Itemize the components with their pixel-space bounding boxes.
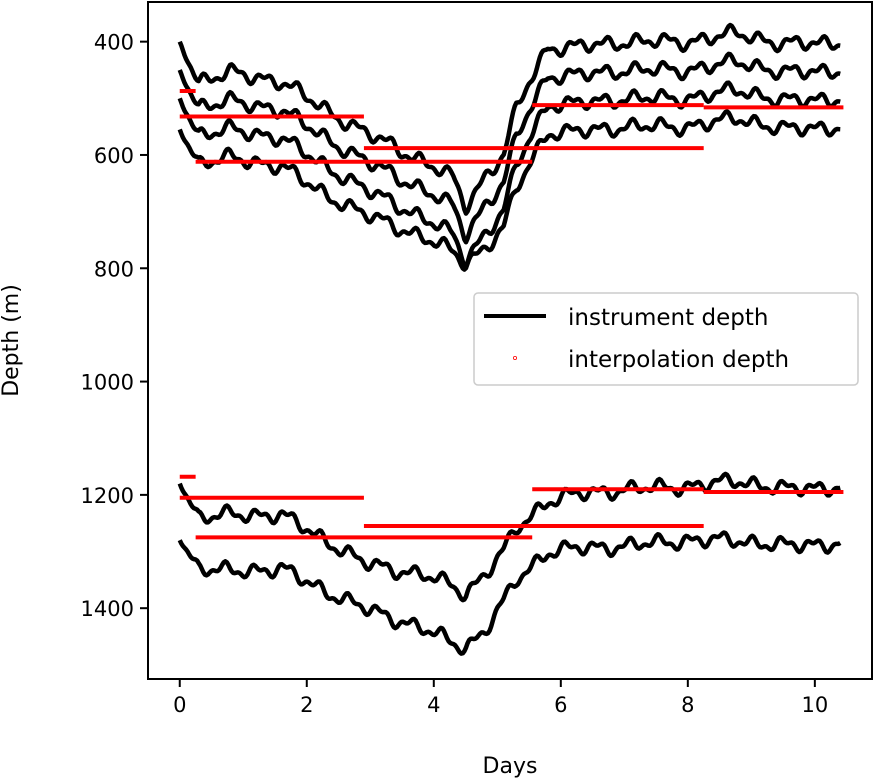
y-tick-label: 600 — [94, 144, 134, 168]
legend-box — [473, 292, 859, 386]
instrument-depth-line-4 — [177, 109, 841, 272]
x-tick-label: 8 — [681, 693, 694, 717]
plot-area — [177, 22, 844, 656]
x-tick-label: 4 — [427, 693, 440, 717]
instrument-depth-line-6 — [177, 530, 842, 656]
y-tick-label: 800 — [94, 257, 134, 281]
x-tick-label: 0 — [173, 693, 186, 717]
axes-frame — [147, 1, 873, 680]
y-axis-label: Depth (m) — [0, 284, 24, 397]
y-tick-label: 1400 — [81, 597, 134, 621]
legend-label-interpolation-depth: interpolation depth — [568, 347, 789, 373]
x-tick-label: 6 — [554, 693, 567, 717]
y-axis-ticks: 400 600 800 1000 1200 1400 — [81, 31, 148, 621]
legend-interpolation-marker-sample — [513, 355, 518, 360]
instrument-depth-line-2 — [177, 51, 841, 245]
x-tick-label: 10 — [801, 693, 828, 717]
y-tick-label: 1000 — [81, 371, 134, 395]
legend-label-instrument-depth: instrument depth — [568, 305, 768, 331]
x-axis-ticks: 0 2 4 6 8 10 — [173, 679, 828, 717]
instrument-depth-line-5 — [177, 471, 841, 603]
instrument-depth-line-3 — [177, 80, 841, 270]
instrument-depth-line-1 — [177, 22, 841, 216]
x-axis-label: Days — [483, 754, 538, 779]
x-tick-label: 2 — [300, 693, 313, 717]
legend: instrument depth interpolation depth — [473, 292, 859, 386]
y-tick-label: 1200 — [81, 484, 134, 508]
y-tick-label: 400 — [94, 31, 134, 55]
